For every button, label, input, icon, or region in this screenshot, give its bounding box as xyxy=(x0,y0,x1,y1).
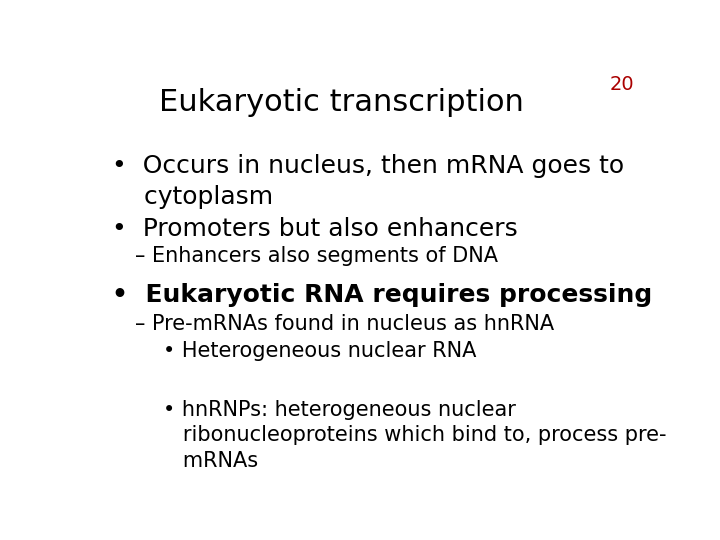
Text: •  Occurs in nucleus, then mRNA goes to
    cytoplasm: • Occurs in nucleus, then mRNA goes to c… xyxy=(112,154,624,209)
Text: • Heterogeneous nuclear RNA: • Heterogeneous nuclear RNA xyxy=(163,341,476,361)
Text: – Pre-mRNAs found in nucleus as hnRNA: – Pre-mRNAs found in nucleus as hnRNA xyxy=(135,314,554,334)
Text: 20: 20 xyxy=(609,75,634,94)
Text: • hnRNPs: heterogeneous nuclear
   ribonucleoproteins which bind to, process pre: • hnRNPs: heterogeneous nuclear ribonucl… xyxy=(163,400,666,471)
Text: Eukaryotic transcription: Eukaryotic transcription xyxy=(158,87,523,117)
Text: – Enhancers also segments of DNA: – Enhancers also segments of DNA xyxy=(135,246,498,266)
Text: •  Eukaryotic RNA requires processing: • Eukaryotic RNA requires processing xyxy=(112,283,652,307)
Text: •  Promoters but also enhancers: • Promoters but also enhancers xyxy=(112,217,518,240)
